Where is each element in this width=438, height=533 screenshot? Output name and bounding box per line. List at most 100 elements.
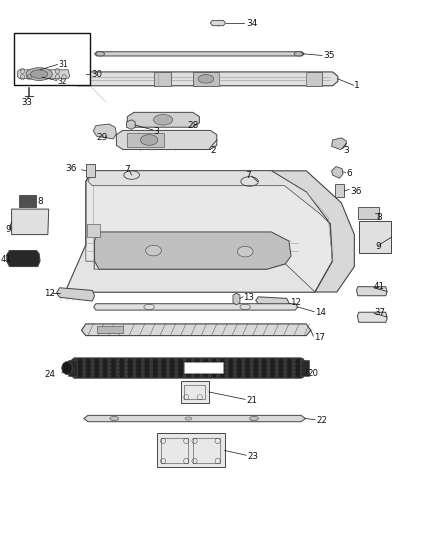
Text: 7: 7	[124, 165, 130, 174]
Polygon shape	[332, 138, 346, 150]
Ellipse shape	[291, 374, 296, 378]
Ellipse shape	[216, 362, 220, 366]
Ellipse shape	[116, 366, 120, 370]
Text: 7: 7	[245, 171, 251, 180]
Ellipse shape	[208, 370, 212, 374]
Ellipse shape	[266, 362, 271, 366]
Ellipse shape	[275, 370, 279, 374]
Ellipse shape	[132, 362, 137, 366]
Bar	[97, 326, 123, 334]
Polygon shape	[93, 124, 117, 139]
Ellipse shape	[266, 366, 271, 370]
Ellipse shape	[224, 366, 229, 370]
Ellipse shape	[132, 374, 137, 378]
Ellipse shape	[237, 246, 253, 257]
Ellipse shape	[199, 358, 204, 362]
Ellipse shape	[30, 70, 48, 78]
Ellipse shape	[291, 362, 296, 366]
Polygon shape	[12, 209, 49, 235]
Bar	[86, 164, 95, 177]
Ellipse shape	[132, 366, 137, 370]
Ellipse shape	[258, 366, 262, 370]
Ellipse shape	[275, 362, 279, 366]
Ellipse shape	[157, 358, 162, 362]
Text: 20: 20	[307, 369, 318, 378]
Ellipse shape	[241, 374, 246, 378]
Ellipse shape	[198, 75, 214, 83]
Ellipse shape	[185, 417, 192, 420]
Bar	[161, 438, 188, 463]
Ellipse shape	[99, 366, 103, 370]
Polygon shape	[17, 70, 70, 78]
Text: 13: 13	[244, 293, 254, 302]
Text: 28: 28	[187, 121, 199, 130]
Ellipse shape	[224, 358, 229, 362]
Ellipse shape	[90, 362, 95, 366]
Ellipse shape	[275, 366, 279, 370]
Text: 41: 41	[374, 282, 385, 291]
Bar	[335, 184, 344, 197]
Polygon shape	[88, 171, 330, 224]
Ellipse shape	[141, 135, 158, 146]
Polygon shape	[117, 131, 217, 150]
Polygon shape	[127, 112, 199, 127]
Ellipse shape	[266, 374, 271, 378]
Ellipse shape	[107, 358, 112, 362]
Ellipse shape	[291, 358, 296, 362]
Ellipse shape	[96, 52, 105, 56]
Ellipse shape	[216, 370, 220, 374]
Ellipse shape	[107, 374, 112, 378]
Bar	[87, 224, 100, 237]
Text: 37: 37	[374, 308, 385, 317]
Ellipse shape	[258, 370, 262, 374]
Ellipse shape	[157, 366, 162, 370]
Ellipse shape	[216, 366, 220, 370]
Ellipse shape	[208, 374, 212, 378]
Ellipse shape	[116, 358, 120, 362]
Ellipse shape	[300, 362, 304, 366]
Ellipse shape	[124, 374, 128, 378]
Text: 35: 35	[323, 51, 335, 60]
Polygon shape	[65, 171, 332, 292]
Bar	[157, 433, 225, 467]
Text: 31: 31	[58, 60, 68, 69]
Ellipse shape	[191, 370, 195, 374]
Ellipse shape	[116, 370, 120, 374]
Ellipse shape	[141, 366, 145, 370]
Ellipse shape	[157, 370, 162, 374]
Text: 8: 8	[376, 213, 382, 222]
Polygon shape	[68, 358, 307, 378]
Bar	[68, 360, 77, 376]
Ellipse shape	[291, 366, 296, 370]
Ellipse shape	[258, 358, 262, 362]
Ellipse shape	[149, 374, 153, 378]
Bar	[184, 362, 223, 373]
Ellipse shape	[124, 358, 128, 362]
Ellipse shape	[294, 52, 303, 56]
Ellipse shape	[141, 370, 145, 374]
Polygon shape	[95, 232, 291, 269]
Ellipse shape	[99, 374, 103, 378]
Ellipse shape	[183, 370, 187, 374]
Ellipse shape	[199, 374, 204, 378]
Ellipse shape	[283, 358, 287, 362]
Text: 21: 21	[246, 396, 257, 405]
Ellipse shape	[107, 366, 112, 370]
Ellipse shape	[149, 370, 153, 374]
Ellipse shape	[191, 358, 195, 362]
Ellipse shape	[233, 362, 237, 366]
Ellipse shape	[124, 370, 128, 374]
Ellipse shape	[107, 362, 112, 366]
Ellipse shape	[82, 358, 86, 362]
Ellipse shape	[90, 358, 95, 362]
Ellipse shape	[250, 358, 254, 362]
Ellipse shape	[199, 366, 204, 370]
Polygon shape	[84, 415, 305, 422]
Polygon shape	[210, 20, 226, 26]
Ellipse shape	[233, 366, 237, 370]
Ellipse shape	[216, 358, 220, 362]
Bar	[301, 360, 309, 376]
Bar	[14, 33, 90, 85]
Ellipse shape	[149, 358, 153, 362]
Ellipse shape	[82, 362, 86, 366]
